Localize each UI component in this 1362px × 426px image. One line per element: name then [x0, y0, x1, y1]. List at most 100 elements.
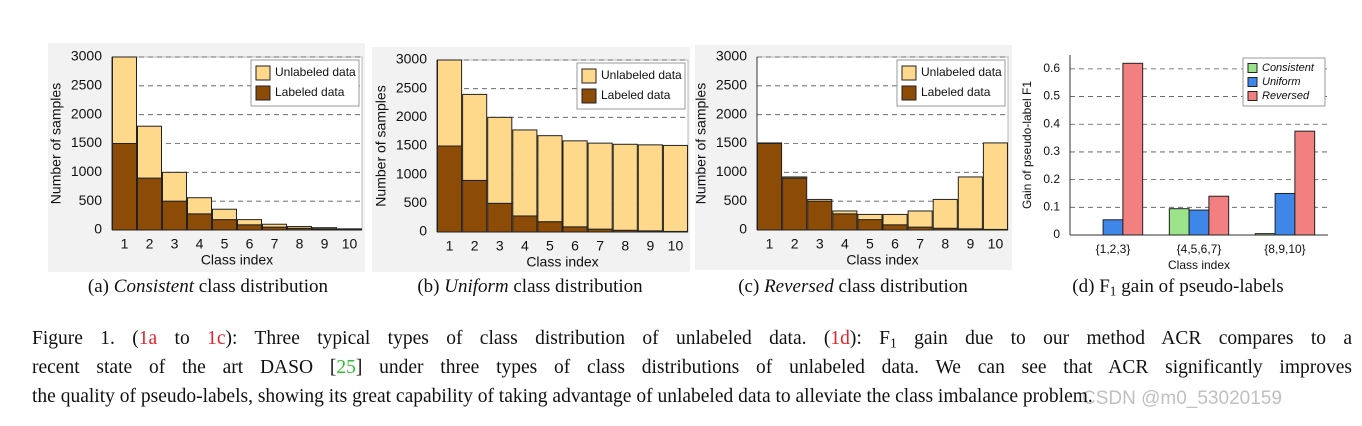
bar — [1254, 233, 1276, 236]
x-tick-label: 4 — [841, 236, 849, 252]
y-axis-label: Gain of pseudo-label F1 — [1020, 81, 1034, 209]
legend-label: Consistent — [1262, 62, 1315, 74]
y-axis-label: Number of samples — [373, 85, 389, 206]
bar — [1274, 192, 1296, 236]
y-tick-label: 1000 — [396, 165, 427, 181]
x-tick-label: 6 — [246, 236, 254, 252]
y-axis-label: Number of samples — [693, 83, 709, 204]
y-tick-label: 0.3 — [1043, 144, 1060, 158]
y-axis-label: Number of samples — [48, 83, 64, 204]
bar-segment — [537, 135, 563, 223]
y-tick-label: 3000 — [396, 51, 427, 67]
y-tick-label: 0.2 — [1043, 172, 1060, 186]
x-axis-label: Class index — [1168, 258, 1230, 272]
x-tick-label: 2 — [146, 236, 154, 252]
x-axis-label: Class index — [846, 252, 918, 268]
bar-segment — [112, 56, 137, 144]
text-segment: class distribution — [508, 276, 643, 297]
text-segment: ): F — [849, 328, 890, 349]
y-tick-label: 0 — [739, 221, 747, 237]
x-tick-label: 1 — [766, 236, 774, 252]
x-tick-label: 1 — [121, 236, 129, 252]
bar-segment — [112, 143, 137, 231]
text-segment: 1d — [830, 328, 850, 349]
text-segment: Figure 1. ( — [32, 328, 139, 349]
legend-swatch — [581, 88, 597, 104]
text-segment: ): Three typical types of class distribu… — [225, 328, 831, 349]
bar-segment — [807, 200, 833, 231]
x-tick-label: 7 — [596, 238, 604, 254]
bar — [1102, 219, 1124, 236]
y-tick-label: 2000 — [716, 105, 747, 121]
bar-segment — [662, 144, 688, 232]
y-tick-label: 3000 — [71, 48, 102, 64]
legend-swatch — [581, 68, 597, 84]
bar-segment — [487, 116, 513, 204]
bar-segment — [857, 213, 883, 221]
y-tick-label: 3000 — [716, 48, 747, 64]
y-tick-label: 0 — [94, 221, 102, 237]
x-tick-label: 3 — [816, 236, 824, 252]
x-tick-label: 5 — [546, 238, 554, 254]
bar-segment — [137, 125, 162, 179]
y-tick-label: 0.5 — [1043, 89, 1060, 103]
x-tick-label: 8 — [296, 236, 304, 252]
bar-segment — [562, 226, 588, 233]
x-tick-label: 5 — [221, 236, 229, 252]
bar-segment — [907, 210, 933, 228]
y-tick-label: 0 — [1053, 227, 1060, 241]
bar-segment — [832, 210, 858, 215]
x-tick-label: 7 — [271, 236, 279, 252]
bar-segment — [562, 140, 588, 228]
x-tick-label: 7 — [916, 236, 924, 252]
bar-segment — [312, 227, 337, 230]
x-tick-label: 9 — [966, 236, 974, 252]
caption-line: Figure 1. (1a to 1c): Three typical type… — [32, 328, 1352, 350]
bar-segment — [512, 129, 538, 217]
bar-segment — [782, 177, 808, 231]
legend-label: Labeled data — [921, 85, 991, 99]
bar-segment — [337, 228, 362, 230]
bar-segment — [612, 143, 638, 231]
bar-segment — [512, 215, 538, 233]
bar-segment — [237, 224, 262, 231]
y-tick-label: 500 — [724, 192, 748, 208]
x-tick-label: 8 — [941, 236, 949, 252]
bar — [1168, 208, 1190, 236]
text-segment: Uniform — [444, 276, 509, 297]
text-segment: Reversed — [764, 276, 834, 297]
x-axis-label: Class index — [201, 252, 273, 268]
text-segment: 1c — [207, 328, 226, 349]
bar-segment — [287, 226, 312, 229]
bar-segment — [982, 142, 1008, 230]
y-tick-label: 2000 — [71, 105, 102, 121]
y-tick-label: 0 — [419, 223, 427, 239]
bar-segment — [637, 144, 663, 232]
x-tick-label: 8 — [621, 238, 629, 254]
bar — [1188, 209, 1210, 236]
bar-segment — [957, 176, 983, 230]
text-segment: 1 — [889, 335, 897, 351]
bar-segment — [162, 200, 187, 231]
x-tick-label: {4,5,6,7} — [1177, 242, 1222, 256]
x-tick-label: 6 — [891, 236, 899, 252]
x-tick-label: {1,2,3} — [1096, 242, 1131, 256]
bar-segment — [262, 223, 287, 228]
bar-segment — [187, 213, 212, 231]
caption-line: the quality of pseudo-labels, showing it… — [32, 386, 1093, 408]
x-tick-label: 2 — [791, 236, 799, 252]
y-tick-label: 0.6 — [1043, 61, 1060, 75]
bar-segment — [807, 198, 833, 202]
x-tick-label: 10 — [668, 238, 684, 254]
bar-segment — [537, 221, 563, 233]
y-tick-label: 1500 — [716, 134, 747, 150]
x-tick-label: 3 — [171, 236, 179, 252]
text-segment: 1a — [138, 328, 158, 349]
legend-label: Uniform — [1262, 76, 1301, 88]
y-tick-label: 500 — [404, 194, 428, 210]
bar-segment — [587, 142, 613, 230]
y-tick-label: 2000 — [396, 108, 427, 124]
legend-swatch — [255, 85, 271, 101]
bar-segment — [882, 213, 908, 226]
caption-line: recent state of the art DASO [25] under … — [32, 357, 1352, 379]
